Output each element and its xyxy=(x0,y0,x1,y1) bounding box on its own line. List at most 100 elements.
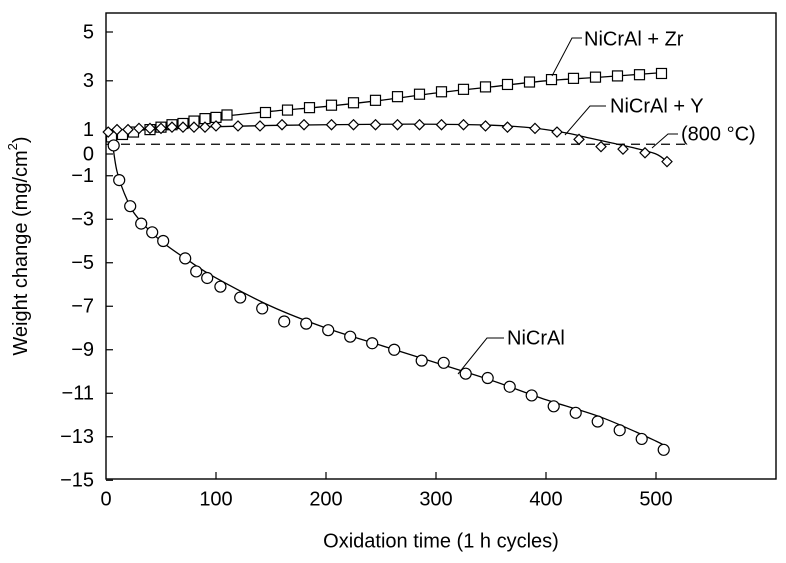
data-point-circle xyxy=(256,302,269,315)
data-point-diamond xyxy=(435,118,448,131)
data-point-square xyxy=(611,70,624,82)
data-point-diamond xyxy=(617,143,629,155)
y-tick-label: −11 xyxy=(62,383,94,405)
x-tick-label: 100 xyxy=(199,488,232,510)
data-point-circle xyxy=(146,226,159,239)
data-point-diamond xyxy=(199,121,211,134)
y-tick-label: −15 xyxy=(60,470,94,492)
data-point-diamond xyxy=(573,133,585,146)
data-point-square xyxy=(259,106,272,119)
data-point-square xyxy=(325,99,338,111)
data-point-circle xyxy=(113,174,126,187)
data-point-square xyxy=(303,102,316,114)
data-point-circle xyxy=(657,443,670,456)
data-point-diamond xyxy=(369,118,382,131)
data-point-circle xyxy=(124,200,137,213)
data-point-square xyxy=(369,94,382,106)
label-leader-nicral xyxy=(457,337,504,375)
data-point-circle xyxy=(300,317,313,330)
data-point-diamond xyxy=(479,120,492,132)
data-point-diamond xyxy=(639,146,651,159)
data-point-circle xyxy=(366,337,379,350)
series-label-y: NiCrAl + Y xyxy=(610,95,704,117)
data-point-diamond xyxy=(133,122,145,135)
series-label-nicral: NiCrAl xyxy=(507,327,565,349)
data-point-circle xyxy=(234,291,247,304)
data-point-diamond xyxy=(144,122,156,135)
data-point-square xyxy=(281,104,294,116)
data-point-diamond xyxy=(391,118,404,131)
series-line xyxy=(105,123,668,163)
data-point-diamond xyxy=(276,118,288,131)
x-tick-label: 0 xyxy=(100,488,111,510)
data-point-circle xyxy=(135,217,148,230)
data-point-diamond xyxy=(111,123,123,136)
data-point-circle xyxy=(569,406,582,419)
markers-layer xyxy=(102,67,673,456)
y-tick-label: 0 xyxy=(83,143,94,165)
data-point-circle xyxy=(214,280,227,293)
x-tick-label: 300 xyxy=(419,488,452,510)
data-point-diamond xyxy=(298,118,310,131)
y-tick-label: 5 xyxy=(83,21,94,43)
data-point-diamond xyxy=(254,120,266,132)
y-tick-label: −9 xyxy=(71,339,94,361)
data-point-circle xyxy=(388,343,401,356)
x-tick-label: 500 xyxy=(639,488,672,510)
data-point-diamond xyxy=(102,126,115,138)
data-point-diamond xyxy=(122,123,134,136)
data-point-circle xyxy=(525,389,538,402)
y-tick-label: 3 xyxy=(83,70,94,92)
data-point-circle xyxy=(344,330,357,343)
y-tick-label: −1 xyxy=(71,165,94,187)
data-point-diamond xyxy=(232,120,244,132)
data-point-diamond xyxy=(177,121,189,134)
data-point-diamond xyxy=(413,118,426,131)
data-point-circle xyxy=(591,415,604,428)
data-point-square xyxy=(457,83,470,95)
x-tick-label: 200 xyxy=(309,488,342,510)
data-point-circle xyxy=(157,234,170,248)
series-line xyxy=(110,134,668,449)
x-axis-title: Oxidation time (1 h cycles) xyxy=(323,530,559,552)
data-point-square xyxy=(567,72,580,84)
y-tick-label: −5 xyxy=(71,252,94,274)
y-tick-label: −7 xyxy=(71,296,94,318)
data-point-square xyxy=(479,81,492,93)
data-point-diamond xyxy=(210,120,222,132)
data-point-square xyxy=(347,97,360,109)
data-point-square xyxy=(435,86,448,98)
y-axis-title-sup: 2 xyxy=(5,143,20,150)
label-leader-y xyxy=(564,105,606,136)
data-point-circle xyxy=(107,139,120,152)
reference-line-label: (800 °C) xyxy=(681,123,756,145)
data-point-diamond xyxy=(661,155,673,168)
data-point-square xyxy=(413,88,426,100)
data-point-square xyxy=(221,109,233,121)
label-leader-zr xyxy=(551,37,582,77)
data-point-diamond xyxy=(551,126,563,138)
y-axis-title-main: Weight change (mg/cm xyxy=(10,150,32,355)
data-point-diamond xyxy=(595,140,607,153)
data-point-square xyxy=(655,67,668,80)
data-point-circle xyxy=(437,356,450,369)
data-point-circle xyxy=(278,315,291,328)
data-point-circle xyxy=(322,324,335,337)
data-point-circle xyxy=(190,265,203,278)
data-point-circle xyxy=(481,371,494,385)
data-point-square xyxy=(633,69,646,81)
data-point-circle xyxy=(201,271,214,285)
data-point-square xyxy=(501,78,514,91)
y-tick-label: −3 xyxy=(71,209,94,231)
y-tick-label: −13 xyxy=(60,426,94,448)
data-point-circle xyxy=(613,424,626,437)
data-point-square xyxy=(545,73,558,86)
data-point-diamond xyxy=(457,118,470,131)
series-label-zr: NiCrAl + Zr xyxy=(584,28,684,50)
data-point-circle xyxy=(415,354,428,367)
plot-frame xyxy=(105,12,777,480)
y-axis-title: Weight change (mg/cm2) xyxy=(5,136,32,355)
data-point-square xyxy=(523,76,536,88)
